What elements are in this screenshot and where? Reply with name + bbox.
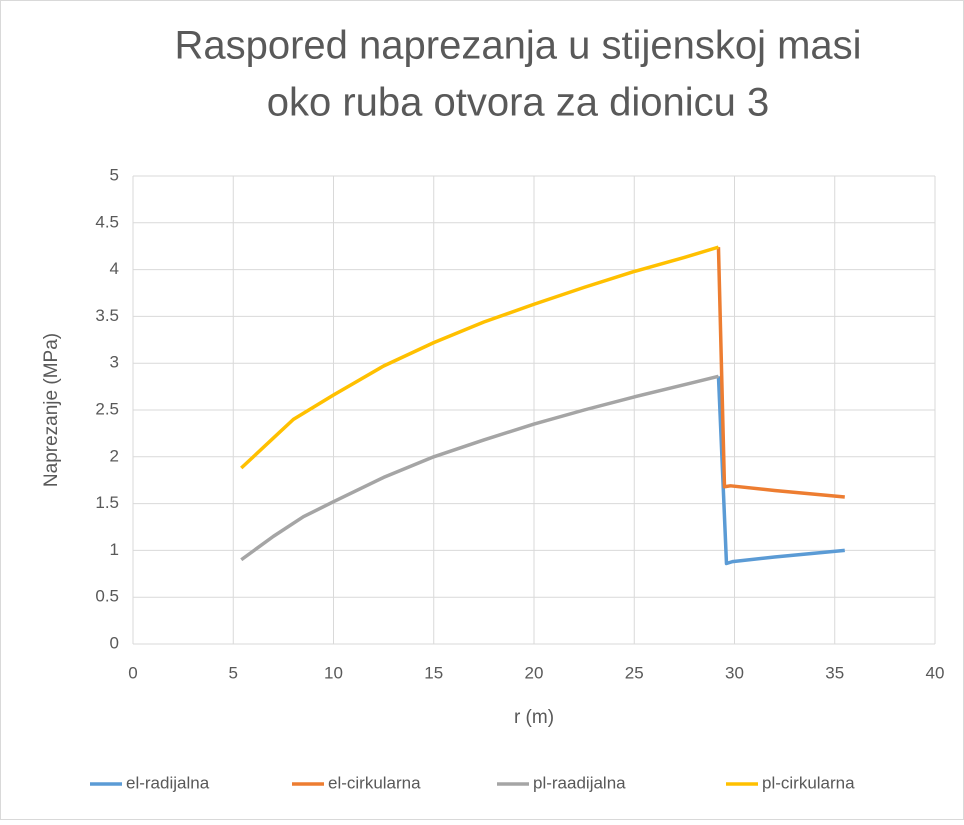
legend-label: el-radijalna bbox=[126, 773, 210, 792]
y-tick-label: 2.5 bbox=[95, 399, 119, 418]
y-tick-label: 4 bbox=[110, 259, 119, 278]
y-tick-label: 3 bbox=[110, 353, 119, 372]
series-line bbox=[716, 376, 845, 566]
legend-label: el-cirkularna bbox=[328, 773, 421, 792]
chart-title: oko ruba otvora za dionicu 3 bbox=[267, 81, 770, 125]
x-tick-label: 40 bbox=[926, 663, 945, 682]
x-tick-label: 25 bbox=[625, 663, 644, 682]
x-tick-label: 35 bbox=[825, 663, 844, 682]
x-tick-label: 5 bbox=[229, 663, 238, 682]
x-tick-label: 10 bbox=[324, 663, 343, 682]
y-tick-label: 2 bbox=[110, 446, 119, 465]
x-tick-label: 15 bbox=[424, 663, 443, 682]
y-tick-label: 3.5 bbox=[95, 306, 119, 325]
y-tick-label: 0.5 bbox=[95, 587, 119, 606]
x-tick-label: 0 bbox=[128, 663, 137, 682]
x-axis-label: r (m) bbox=[514, 707, 554, 728]
legend-label: pl-cirkularna bbox=[762, 773, 855, 792]
legend-label: pl-raadijalna bbox=[533, 773, 626, 792]
series-line bbox=[240, 374, 719, 562]
y-tick-label: 0 bbox=[110, 633, 119, 652]
series-line bbox=[240, 245, 719, 470]
x-tick-label: 30 bbox=[725, 663, 744, 682]
y-tick-label: 1.5 bbox=[95, 493, 119, 512]
y-axis-label: Naprezanje (MPa) bbox=[41, 333, 62, 487]
series-line bbox=[716, 247, 845, 499]
chart-title: Raspored naprezanja u stijenskoj masi bbox=[174, 24, 861, 68]
y-tick-label: 1 bbox=[110, 540, 119, 559]
y-tick-label: 5 bbox=[110, 165, 119, 184]
x-tick-label: 20 bbox=[525, 663, 544, 682]
y-tick-label: 4.5 bbox=[95, 212, 119, 231]
